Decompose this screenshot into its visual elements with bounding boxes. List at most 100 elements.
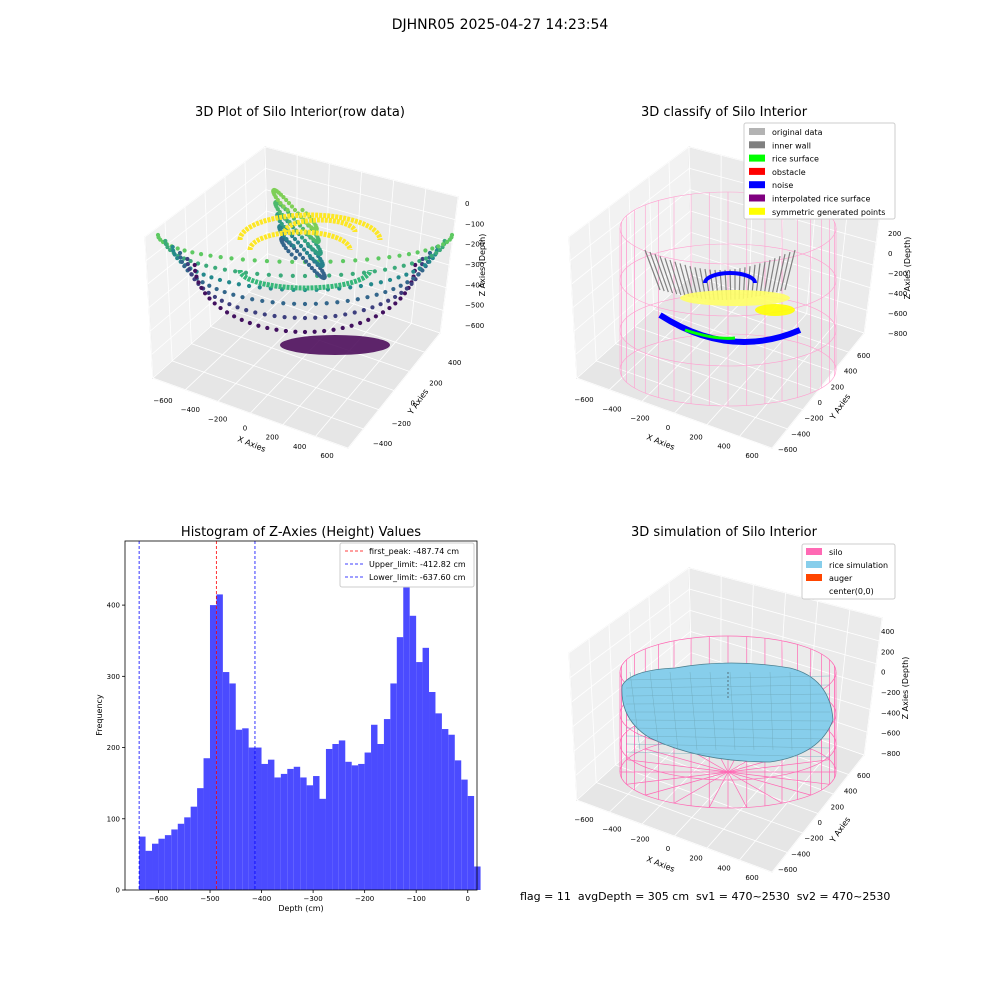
raw-point bbox=[286, 249, 291, 254]
raw-point bbox=[404, 286, 409, 291]
raw-point bbox=[304, 250, 310, 255]
raw-point bbox=[312, 329, 317, 334]
raw-point bbox=[423, 256, 429, 261]
sim-z-tick: 0 bbox=[881, 669, 885, 677]
classify-y-tick: 600 bbox=[857, 352, 870, 360]
histogram-bar bbox=[255, 747, 262, 890]
raw-point bbox=[370, 305, 375, 310]
histogram-bar bbox=[467, 795, 475, 890]
raw-point bbox=[307, 253, 312, 259]
histogram-x-tick: −100 bbox=[407, 895, 426, 903]
raw-point bbox=[302, 301, 308, 307]
histogram-legend-label: first_peak: -487.74 cm bbox=[369, 547, 459, 556]
raw-point bbox=[155, 232, 161, 238]
histogram-bar bbox=[448, 734, 455, 890]
sim-y-tick: −400 bbox=[791, 850, 810, 858]
classify-y-label: Y Axies bbox=[828, 392, 853, 422]
raw-point bbox=[190, 250, 195, 255]
raw-point bbox=[272, 313, 277, 319]
raw-point bbox=[393, 301, 398, 306]
raw-point bbox=[229, 256, 234, 261]
raw-point bbox=[266, 272, 271, 277]
raw-point bbox=[185, 256, 190, 262]
sim-silo-spoke bbox=[727, 771, 811, 796]
histogram-y-tick: 400 bbox=[107, 602, 120, 610]
raw-point bbox=[292, 315, 297, 320]
histogram-bar bbox=[222, 672, 230, 890]
sim-x-tick: 200 bbox=[689, 855, 702, 863]
histogram-bar bbox=[209, 605, 217, 890]
classify-legend-swatch bbox=[749, 181, 765, 189]
raw-point bbox=[246, 283, 252, 289]
raw-point bbox=[373, 314, 378, 319]
histogram-bar bbox=[171, 829, 178, 890]
raw-point bbox=[222, 289, 227, 295]
sim-silo-spoke bbox=[645, 771, 729, 796]
raw-point bbox=[386, 298, 391, 303]
raw-z-tick: −500 bbox=[465, 302, 484, 310]
raw-point bbox=[303, 259, 309, 264]
sim-legend-label: auger bbox=[829, 574, 853, 583]
classify-z-label: Z Axies (Depth) bbox=[903, 237, 912, 300]
histogram-bar bbox=[325, 748, 333, 890]
histogram-bar bbox=[306, 785, 314, 890]
raw-point bbox=[387, 305, 392, 311]
raw-point bbox=[182, 264, 187, 269]
histogram-bar bbox=[280, 773, 288, 890]
raw-x-label: X Axies bbox=[236, 435, 267, 454]
raw-point bbox=[255, 271, 260, 276]
sim-legend-swatch bbox=[806, 561, 822, 568]
histogram-legend: first_peak: -487.74 cm Upper_limit: -412.… bbox=[339, 542, 475, 588]
raw-point bbox=[294, 249, 300, 254]
raw-point bbox=[434, 250, 439, 256]
raw-point bbox=[217, 277, 223, 283]
histogram-bar bbox=[216, 594, 223, 890]
classify-inner-wall bbox=[771, 256, 781, 294]
classify-legend-swatch bbox=[749, 167, 765, 175]
raw-y-tick: 200 bbox=[429, 379, 442, 387]
raw-point bbox=[218, 255, 223, 260]
classify-legend-swatch bbox=[749, 194, 765, 202]
raw-point bbox=[366, 317, 371, 322]
sim-silo-spoke bbox=[727, 759, 830, 773]
raw-point bbox=[181, 256, 187, 261]
histogram-bar bbox=[390, 683, 397, 890]
raw-point bbox=[295, 240, 301, 245]
raw-point bbox=[423, 248, 428, 253]
classify-inner-wall bbox=[669, 259, 682, 296]
histogram-bar bbox=[409, 615, 417, 890]
raw-point bbox=[299, 235, 305, 240]
raw-point bbox=[312, 268, 317, 273]
raw-point bbox=[297, 252, 303, 257]
histogram-bar bbox=[197, 788, 204, 890]
histogram-bar bbox=[203, 758, 210, 890]
raw-point bbox=[387, 255, 392, 260]
raw-point bbox=[302, 329, 308, 335]
raw-point bbox=[398, 283, 403, 288]
raw-point bbox=[404, 272, 409, 277]
raw-point bbox=[411, 276, 416, 281]
classify-inner-wall bbox=[684, 264, 694, 298]
raw-point bbox=[178, 255, 183, 260]
classify-z-tick: 0 bbox=[888, 250, 892, 258]
raw-z-tick: −100 bbox=[465, 220, 484, 228]
sim-x-tick: 400 bbox=[717, 864, 730, 872]
raw-point bbox=[298, 243, 304, 249]
classify-symmetric bbox=[755, 304, 795, 316]
raw-point bbox=[287, 240, 292, 245]
sim-z-tick: −200 bbox=[881, 689, 900, 697]
classify-inner-wall bbox=[644, 249, 661, 291]
raw-point bbox=[444, 239, 450, 245]
raw-y-tick: −400 bbox=[373, 440, 392, 448]
raw-point bbox=[278, 201, 283, 206]
raw-point bbox=[170, 244, 175, 250]
raw-point bbox=[207, 296, 212, 301]
raw-x-tick: −600 bbox=[153, 397, 172, 405]
sim-y-tick: 400 bbox=[844, 788, 857, 796]
sim-silo-spoke bbox=[673, 771, 729, 804]
raw-point bbox=[284, 237, 289, 242]
classify-legend-label: symmetric generated points bbox=[772, 208, 885, 217]
sim-x-tick: −600 bbox=[574, 816, 593, 824]
raw-point bbox=[256, 323, 261, 328]
